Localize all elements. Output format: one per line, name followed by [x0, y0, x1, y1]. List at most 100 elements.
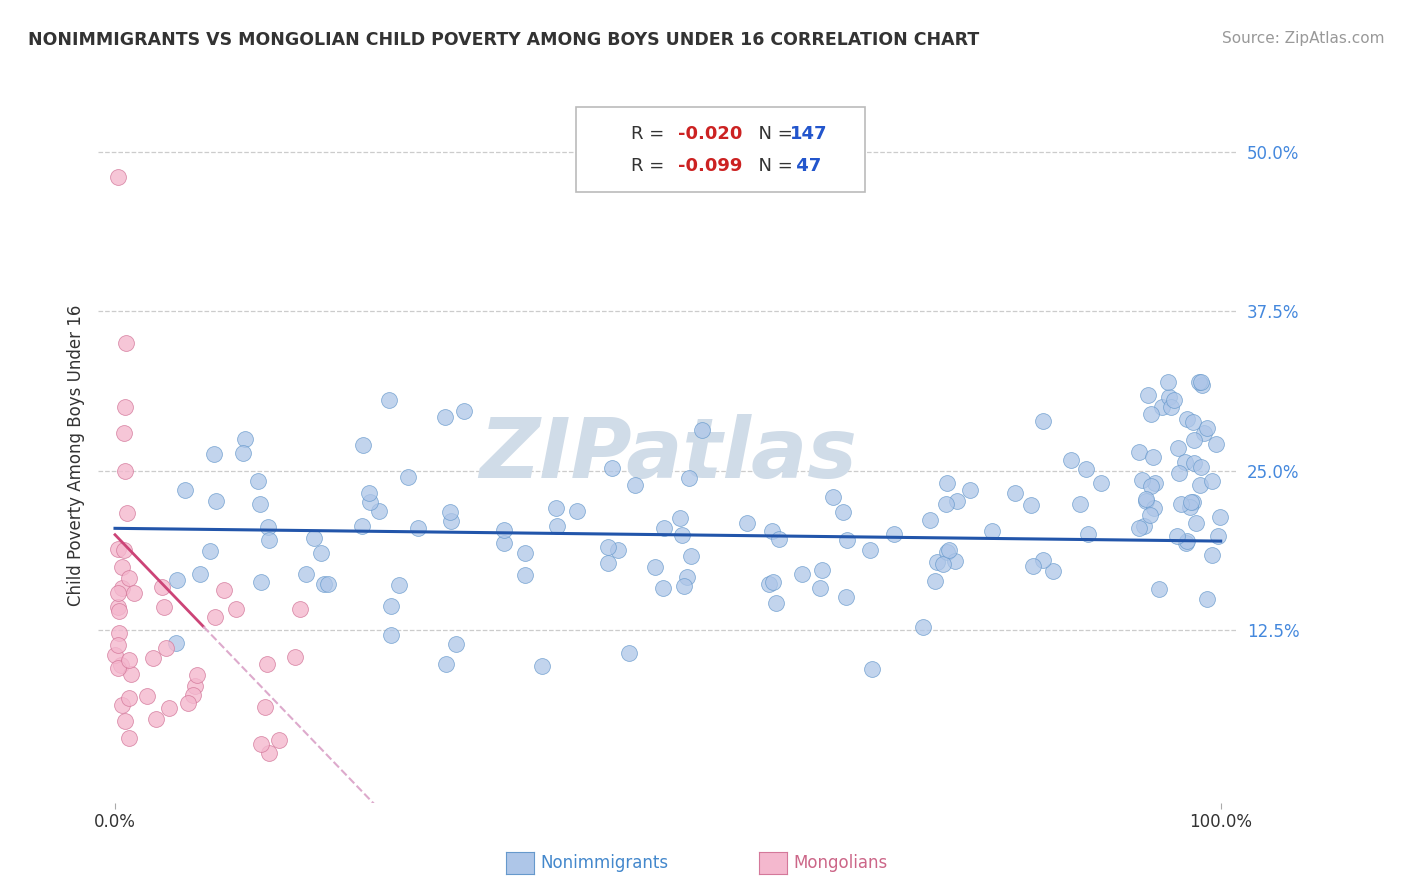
Point [1201, 549, 1223, 563]
Point [1175, 411, 1198, 425]
Point [911, 619, 934, 633]
Point [681, 549, 703, 564]
Point [212, 582, 235, 597]
Point [1032, 552, 1054, 566]
Point [142, 651, 165, 665]
Point [1022, 558, 1045, 573]
Point [596, 540, 619, 554]
Point [565, 504, 588, 518]
Point [1136, 388, 1159, 402]
Text: 47: 47 [790, 157, 821, 175]
Point [935, 497, 957, 511]
Point [124, 586, 146, 600]
Point [1185, 516, 1208, 530]
Point [107, 541, 129, 556]
Point [823, 490, 845, 504]
Text: R =: R = [631, 157, 671, 175]
Point [762, 574, 785, 589]
Point [145, 713, 167, 727]
Point [1042, 564, 1064, 578]
Point [811, 563, 834, 577]
Point [112, 425, 135, 440]
Point [198, 543, 221, 558]
Point [652, 582, 675, 596]
Text: 147: 147 [790, 125, 828, 144]
Point [284, 650, 307, 665]
Point [267, 732, 290, 747]
Point [959, 483, 981, 498]
Point [388, 578, 411, 592]
Point [107, 170, 129, 185]
Point [1140, 407, 1163, 421]
Text: Mongolians: Mongolians [793, 854, 887, 871]
Point [617, 646, 640, 660]
Point [492, 536, 515, 550]
Point [938, 543, 960, 558]
Point [256, 657, 278, 671]
Point [790, 567, 813, 582]
Point [671, 528, 693, 542]
Point [118, 653, 141, 667]
Point [184, 679, 207, 693]
Point [1077, 526, 1099, 541]
Text: NONIMMIGRANTS VS MONGOLIAN CHILD POVERTY AMONG BOYS UNDER 16 CORRELATION CHART: NONIMMIGRANTS VS MONGOLIAN CHILD POVERTY… [28, 31, 980, 49]
Point [927, 555, 949, 569]
Point [1163, 393, 1185, 408]
Point [1166, 529, 1188, 543]
Point [1205, 437, 1227, 451]
Point [1139, 479, 1161, 493]
Point [808, 581, 831, 595]
Point [250, 574, 273, 589]
Point [177, 697, 200, 711]
Point [1167, 441, 1189, 455]
Point [758, 577, 780, 591]
Point [768, 532, 790, 546]
Point [120, 667, 142, 681]
Point [165, 636, 187, 650]
Point [302, 531, 325, 545]
Point [1130, 473, 1153, 487]
Point [1074, 461, 1097, 475]
Point [202, 447, 225, 461]
Point [1128, 521, 1150, 535]
Point [1059, 453, 1081, 467]
Point [205, 494, 228, 508]
Point [1197, 591, 1219, 606]
Point [1170, 497, 1192, 511]
Point [1032, 414, 1054, 428]
Point [453, 403, 475, 417]
Point [1175, 533, 1198, 548]
Point [257, 747, 280, 761]
Point [1180, 500, 1202, 514]
Point [1090, 475, 1112, 490]
Point [1181, 415, 1204, 429]
Point [946, 493, 969, 508]
Point [1175, 535, 1198, 549]
Point [186, 668, 208, 682]
Point [256, 520, 278, 534]
Point [546, 519, 568, 533]
Text: -0.099: -0.099 [678, 157, 742, 175]
Point [1182, 495, 1205, 509]
Point [157, 701, 180, 715]
Text: Source: ZipAtlas.com: Source: ZipAtlas.com [1222, 31, 1385, 46]
Point [111, 581, 134, 595]
Point [1191, 377, 1213, 392]
Text: N =: N = [747, 125, 799, 144]
Point [513, 568, 536, 582]
Point [678, 471, 700, 485]
Point [259, 533, 281, 547]
Point [860, 662, 883, 676]
Point [1156, 375, 1178, 389]
Point [107, 661, 129, 675]
Point [107, 600, 129, 615]
Point [932, 557, 955, 571]
Point [918, 513, 941, 527]
Point [668, 511, 690, 525]
Point [107, 586, 129, 600]
Point [150, 581, 173, 595]
Point [114, 336, 136, 351]
Point [380, 599, 402, 614]
Point [1188, 375, 1211, 389]
Point [110, 658, 132, 673]
